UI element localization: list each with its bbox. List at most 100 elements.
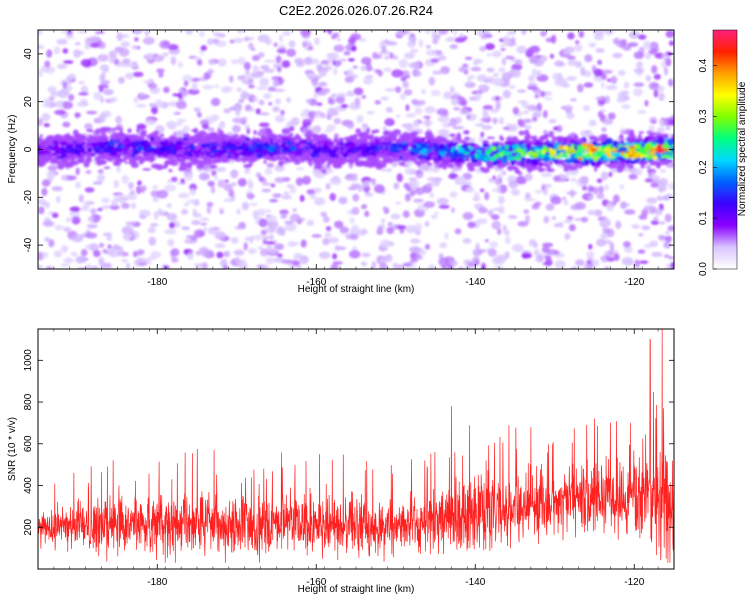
spectrogram-cell — [412, 120, 420, 128]
spectrogram-cell — [272, 146, 279, 149]
spectrogram-cell — [80, 248, 88, 257]
spectrogram-cell — [247, 247, 257, 255]
spectrogram-cell — [551, 158, 558, 162]
spectrogram-cell — [292, 156, 296, 162]
spectrogram-cell — [163, 86, 170, 94]
spectrogram-cell — [194, 108, 200, 113]
spectrogram-cell — [525, 214, 530, 224]
spectrogram-cell — [373, 136, 380, 140]
spectrogram-cell — [284, 222, 297, 232]
spectrogram-cell — [600, 138, 604, 143]
spectrogram-cell — [630, 129, 635, 137]
spectrogram-cell — [228, 189, 235, 197]
spectrogram-cell — [658, 92, 665, 102]
spectrogram-cell — [466, 161, 475, 169]
spectrogram-cell — [321, 148, 326, 153]
spectrogram-cell — [380, 96, 389, 101]
spectrogram-cell — [637, 34, 647, 40]
spectrogram-cell — [396, 225, 407, 229]
spectrogram-cell — [182, 74, 193, 83]
spectrogram-cell — [57, 63, 68, 70]
spectrogram-cell — [280, 213, 288, 219]
spectrogram-cell — [588, 119, 597, 127]
spectrogram-cell — [101, 197, 110, 203]
spectrogram-cell — [338, 141, 344, 147]
spectrogram-cell — [566, 55, 576, 60]
spectrogram-cell — [138, 209, 151, 218]
spectrogram-cell — [620, 127, 627, 132]
spectrogram-cell — [528, 46, 540, 51]
spectrogram-cell — [118, 195, 126, 204]
spectrogram-cell — [333, 162, 341, 169]
spectrogram-cell — [166, 203, 172, 208]
spectrogram-cell — [178, 166, 188, 171]
spectrogram-cell — [492, 117, 498, 125]
spectrogram-cell — [512, 144, 521, 150]
spectrogram-cell — [226, 155, 233, 158]
spectrogram-cell — [616, 156, 623, 161]
spectrogram-cell — [638, 133, 642, 141]
spectrogram-cell — [89, 209, 98, 214]
spectrogram-cell — [413, 70, 422, 77]
spectrogram-cell — [86, 223, 98, 229]
spectrogram-cell — [119, 127, 123, 133]
spectrogram-cell — [137, 140, 147, 145]
spectrogram-cell — [74, 42, 81, 46]
spectrogram-cell — [524, 129, 530, 136]
spectrogram-cell — [259, 266, 268, 269]
spectrogram-cell — [176, 145, 181, 149]
spectrogram-cell — [358, 132, 364, 139]
spectrogram-cell — [408, 179, 420, 189]
spectrogram-cell — [343, 51, 351, 56]
spectrogram-cell — [239, 144, 246, 150]
spectrogram-cell — [333, 133, 339, 139]
spectrogram-cell — [150, 250, 162, 259]
spectrogram-cell — [430, 214, 438, 219]
spectrogram-cell — [282, 191, 290, 197]
spectrogram-cell — [436, 140, 444, 144]
spectrogram-cell — [427, 162, 433, 166]
colorbar-tick-label: 0.2 — [698, 160, 709, 174]
spectrogram-cell — [81, 153, 89, 157]
spectrogram-cell — [423, 115, 431, 119]
y-tick-label: -20 — [23, 190, 34, 205]
spectrogram-cell — [593, 156, 598, 162]
spectrogram-cell — [38, 264, 44, 269]
spectrogram-cell — [131, 45, 139, 50]
spectrogram-cell — [399, 155, 403, 160]
spectrogram-cell — [302, 118, 315, 122]
spectrogram-cell — [217, 179, 226, 188]
y-tick-label: 0 — [23, 146, 34, 152]
spectrogram-cell — [644, 99, 649, 107]
spectrogram-cell — [311, 78, 319, 86]
spectrogram-cell — [315, 157, 324, 161]
spectrogram-cell — [437, 154, 443, 161]
spectrogram-cell — [401, 123, 410, 128]
spectrogram-cell — [481, 125, 493, 131]
spectrogram-cell — [472, 196, 481, 202]
spectrogram-cell — [38, 118, 44, 126]
spectrogram-cell — [164, 184, 177, 192]
spectrogram-cell — [400, 70, 410, 77]
spectrogram-cell — [563, 50, 570, 55]
spectrogram-cell — [169, 222, 175, 229]
spectrogram-cell — [71, 234, 84, 243]
spectrogram-cell — [279, 47, 287, 54]
spectrogram-cell — [402, 210, 410, 218]
spectrogram-cell — [72, 155, 78, 160]
spectrogram-cell — [139, 215, 147, 219]
spectrogram-cell — [475, 242, 480, 252]
spectrogram-cell — [162, 52, 169, 58]
spectrogram-cell — [505, 55, 515, 60]
spectrogram-cell — [491, 50, 502, 58]
spectrogram-cell — [284, 135, 293, 139]
spectrogram-cell — [282, 150, 286, 153]
spectrogram-cell — [361, 252, 371, 258]
spectrogram-cell — [198, 30, 205, 38]
spectrogram-cell — [398, 161, 406, 166]
spectrogram-cell — [259, 248, 270, 257]
spectrogram-cell — [643, 244, 653, 249]
spectrogram-cell — [315, 149, 321, 154]
spectrogram-cell — [182, 140, 189, 144]
spectrogram-cell — [162, 165, 168, 169]
